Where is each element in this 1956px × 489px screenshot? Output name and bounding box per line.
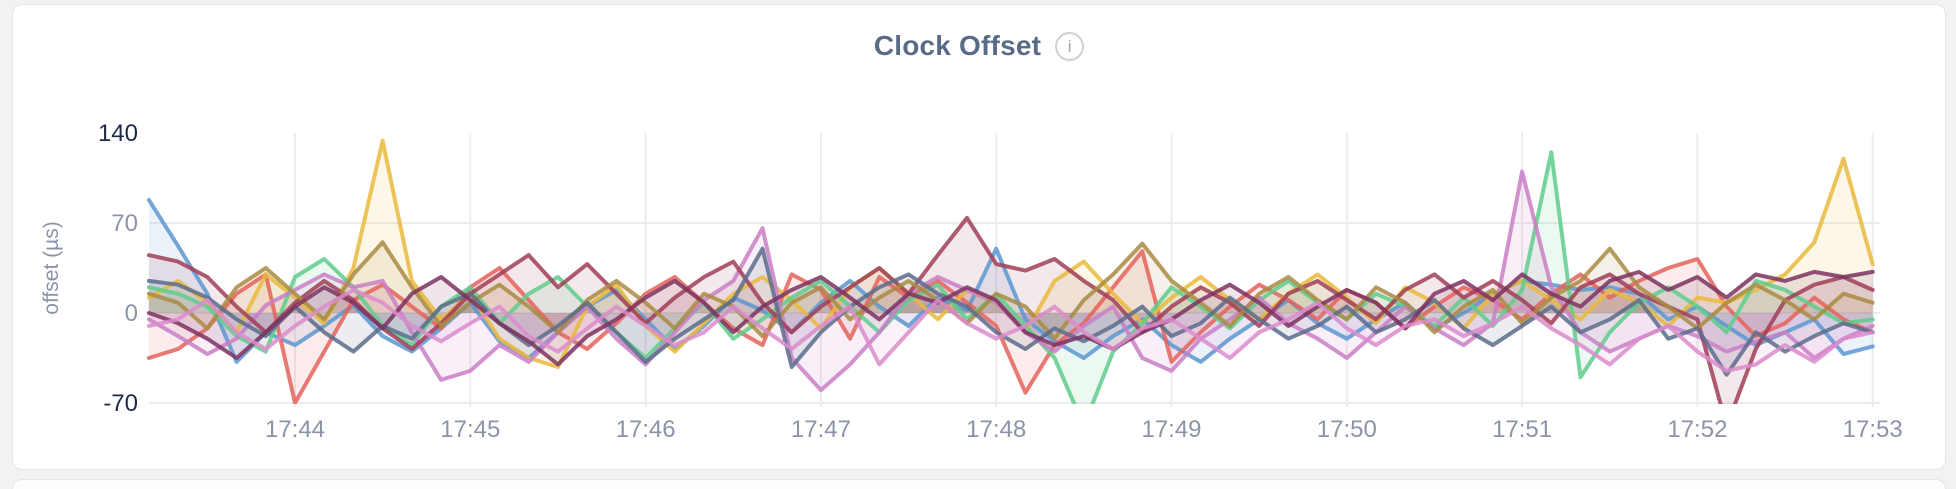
- x-axis-tick-label: 17:51: [1492, 416, 1552, 443]
- series-line-series-6: [146, 215, 1875, 404]
- series-line-series-9: [146, 269, 1875, 367]
- x-axis-tick-label: 17:48: [966, 416, 1026, 443]
- x-axis-tick-label: 17:49: [1141, 416, 1201, 443]
- series-lines: [146, 138, 1875, 404]
- x-axis-tick-label: 17:47: [791, 416, 851, 443]
- y-axis-tick-label: 70: [111, 210, 138, 237]
- y-axis-tick-label: 140: [98, 120, 138, 147]
- x-axis-tick-label: 17:45: [440, 416, 500, 443]
- y-axis-tick-label: 0: [125, 300, 138, 327]
- series-line-series-1: [146, 197, 1875, 364]
- y-axis-title: offset (µs): [40, 221, 63, 314]
- info-icon-glyph: i: [1067, 36, 1072, 56]
- next-card-top-edge: [12, 479, 1946, 489]
- x-axis-tick-label: 17:53: [1843, 416, 1903, 443]
- info-icon[interactable]: i: [1055, 31, 1085, 61]
- chart-title: Clock Offset: [873, 30, 1042, 61]
- x-axis-tick-label: 17:44: [265, 416, 325, 443]
- series-line-series-7: [146, 240, 1875, 341]
- x-axis-tick-label: 17:46: [616, 416, 676, 443]
- series-line-series-8: [146, 246, 1875, 377]
- x-axis-tick-label: 17:52: [1667, 416, 1727, 443]
- y-axis-tick-label: -70: [103, 390, 138, 417]
- chart-header: Clock Offset i: [12, 26, 1946, 66]
- series-line-series-10: [146, 287, 1875, 373]
- x-axis-tick-label: 17:50: [1317, 416, 1377, 443]
- series-area-series-7: [148, 242, 1873, 339]
- series-area-series-2: [148, 251, 1873, 403]
